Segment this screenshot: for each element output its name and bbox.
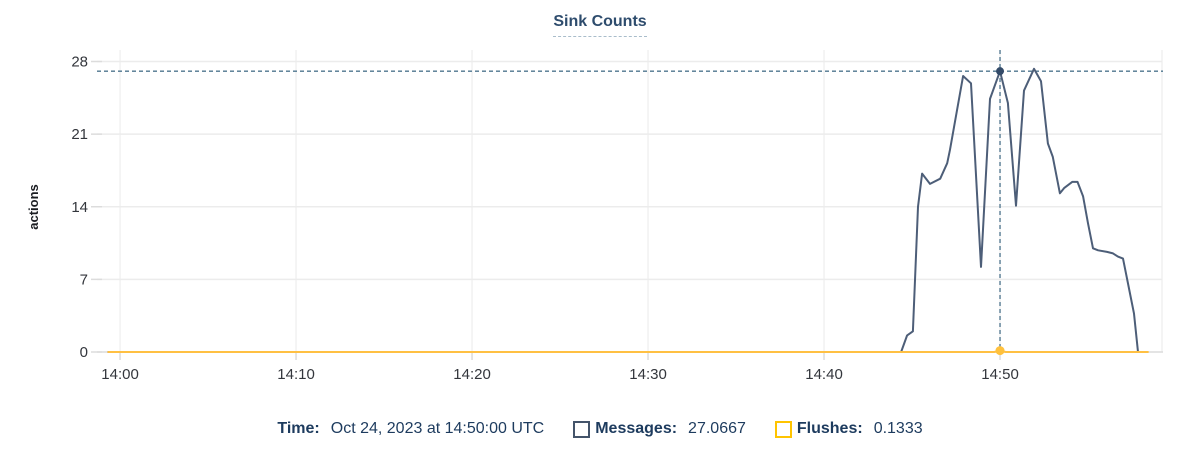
messages-value: 27.0667	[688, 420, 746, 437]
x-tick-label: 14:20	[453, 366, 491, 383]
chart-tooltip-legend: Time: Oct 24, 2023 at 14:50:00 UTC Messa…	[0, 420, 1200, 438]
legend-item-flushes[interactable]: Flushes: 0.1333	[774, 420, 923, 438]
legend-item-messages[interactable]: Messages: 27.0667	[573, 420, 746, 438]
chart-title-text: Sink Counts	[553, 13, 647, 37]
x-tick-label: 14:00	[101, 366, 139, 383]
flushes-marker-dot	[995, 346, 1005, 356]
y-tick-label: 28	[71, 54, 88, 71]
y-tick-label: 21	[71, 126, 88, 143]
chart-title: Sink Counts	[0, 13, 1200, 37]
y-tick-label: 0	[80, 344, 88, 361]
messages-swatch-icon	[573, 420, 591, 438]
messages-marker-dot	[996, 67, 1005, 76]
y-axis-label: actions	[26, 184, 41, 230]
flushes-line	[107, 349, 1149, 353]
y-tick-label: 7	[80, 271, 88, 288]
x-tick-label: 14:30	[629, 366, 667, 383]
x-tick-label: 14:10	[277, 366, 315, 383]
tooltip-time: Time: Oct 24, 2023 at 14:50:00 UTC	[277, 420, 544, 438]
flushes-swatch-icon	[774, 420, 792, 438]
x-tick-label: 14:40	[805, 366, 843, 383]
time-label: Time:	[277, 420, 320, 437]
x-tick-label: 14:50	[981, 366, 1019, 383]
time-value: Oct 24, 2023 at 14:50:00 UTC	[330, 420, 545, 437]
flushes-label: Flushes:	[796, 420, 863, 437]
flushes-value: 0.1333	[873, 420, 923, 437]
y-tick-label: 14	[71, 199, 88, 216]
messages-line	[107, 67, 1139, 353]
messages-label: Messages:	[595, 420, 678, 437]
